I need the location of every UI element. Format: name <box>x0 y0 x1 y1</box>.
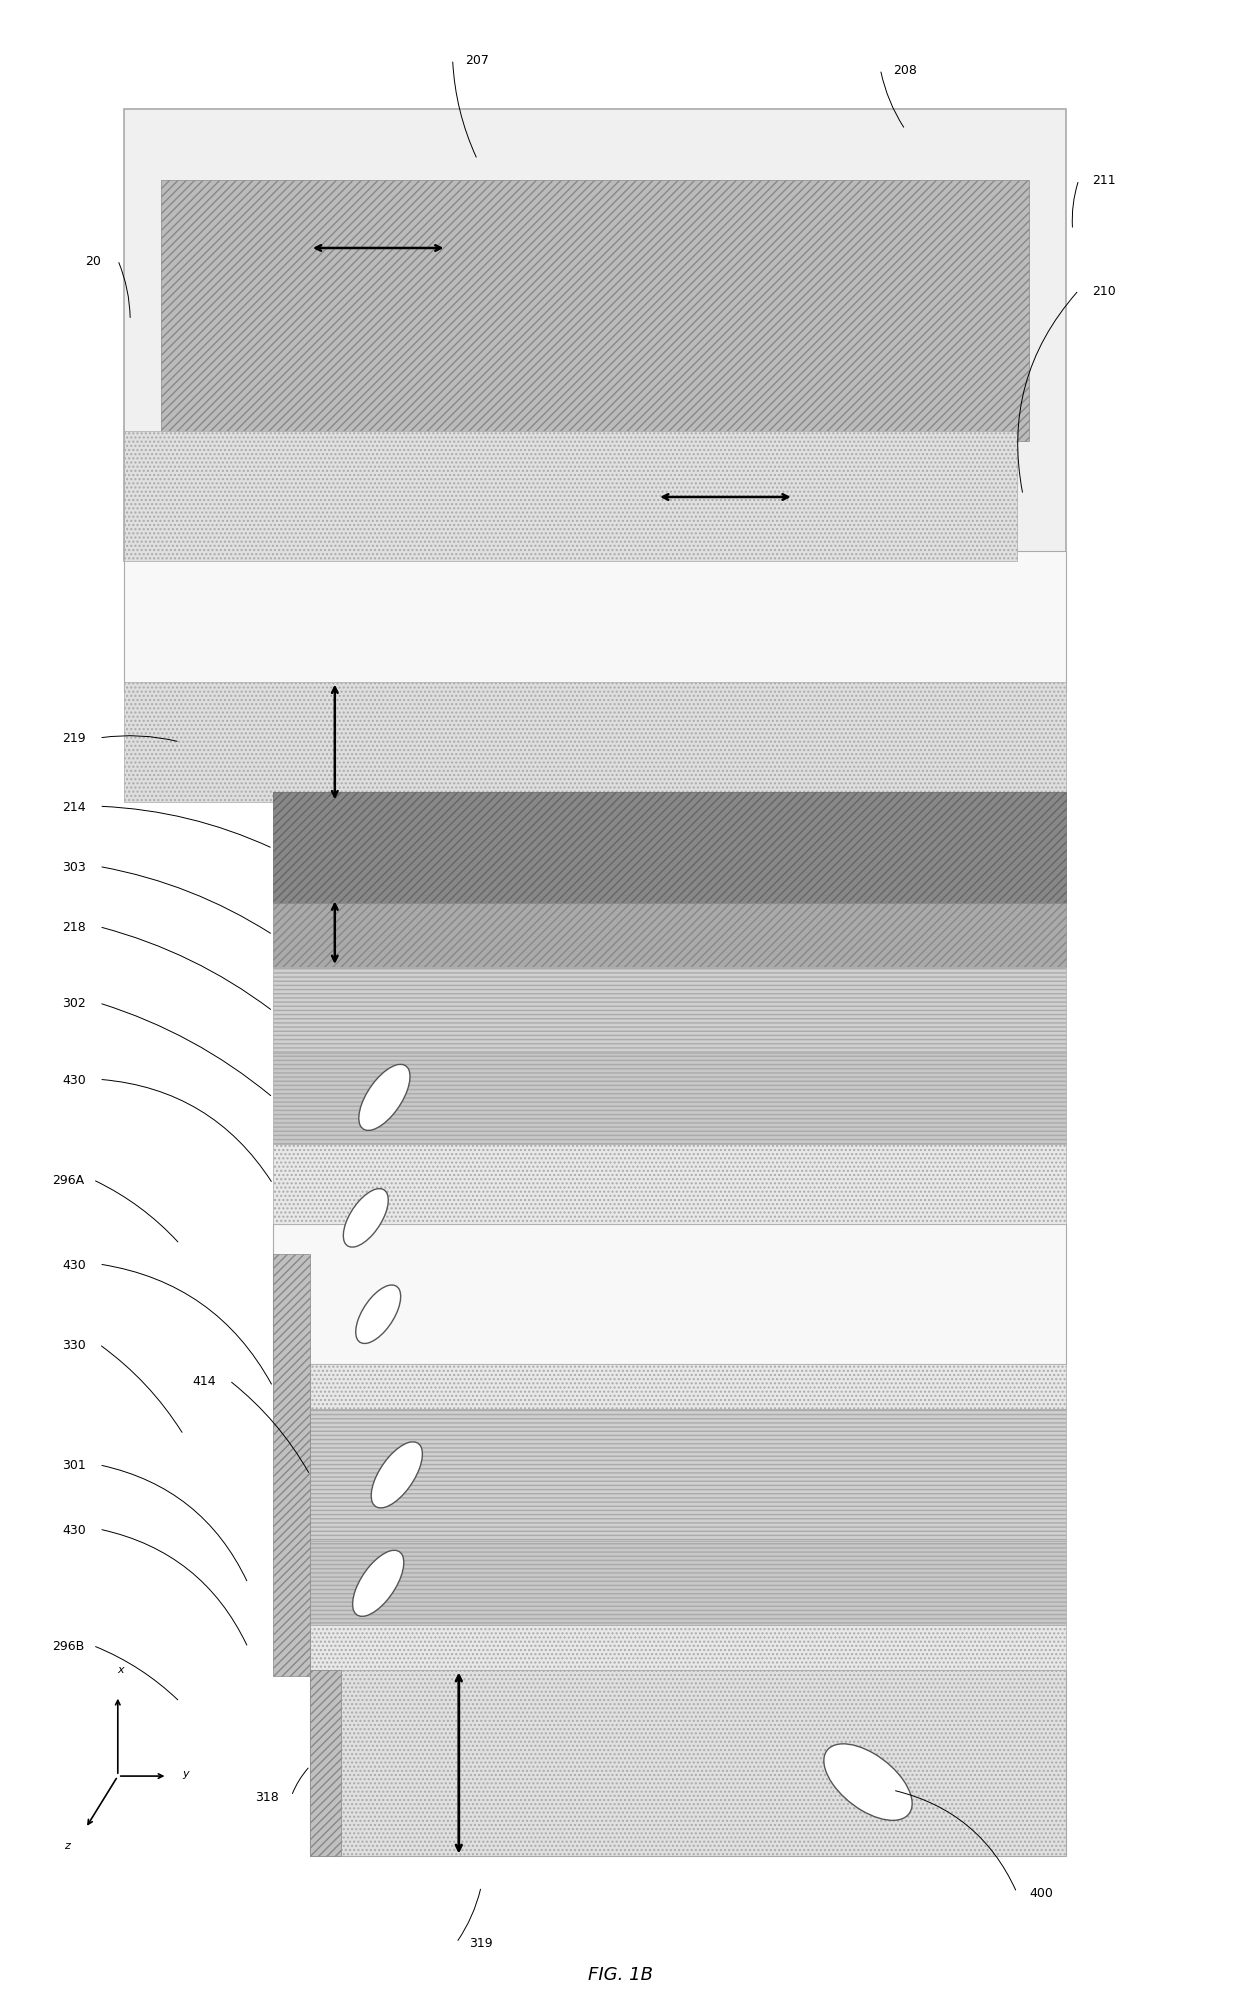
Ellipse shape <box>343 1188 388 1248</box>
Text: 319: 319 <box>469 1937 494 1949</box>
Ellipse shape <box>356 1284 401 1345</box>
Ellipse shape <box>371 1443 423 1507</box>
Text: x: x <box>117 1664 124 1674</box>
Text: 219: 219 <box>62 733 87 745</box>
Text: 430: 430 <box>62 1258 87 1270</box>
Text: y: y <box>182 1768 190 1778</box>
Bar <box>273 1224 1066 1365</box>
Text: 301: 301 <box>62 1459 87 1471</box>
Bar <box>161 181 1029 442</box>
Text: 296B: 296B <box>52 1640 84 1652</box>
Text: 211: 211 <box>1091 175 1116 187</box>
Ellipse shape <box>352 1551 404 1616</box>
Bar <box>273 1054 1066 1144</box>
Text: 20: 20 <box>86 255 100 267</box>
Bar <box>310 1541 1066 1626</box>
Text: 296A: 296A <box>52 1174 84 1186</box>
Bar <box>273 793 1066 903</box>
Bar <box>273 1144 1066 1224</box>
Bar <box>310 1626 1066 1670</box>
Text: z: z <box>64 1840 69 1850</box>
Bar <box>310 1409 1066 1541</box>
Text: 400: 400 <box>1029 1887 1054 1899</box>
Text: FIG. 1B: FIG. 1B <box>588 1965 652 1983</box>
Text: 318: 318 <box>254 1790 279 1802</box>
Text: 207: 207 <box>465 54 490 66</box>
Bar <box>310 1670 341 1856</box>
Bar <box>310 1670 1066 1856</box>
Bar <box>273 1365 1066 1409</box>
Text: 330: 330 <box>62 1339 87 1351</box>
Text: 214: 214 <box>62 801 87 813</box>
Bar <box>124 432 1017 562</box>
Bar <box>124 552 1066 692</box>
Text: 210: 210 <box>1091 285 1116 297</box>
Ellipse shape <box>358 1066 410 1130</box>
Bar <box>124 110 1066 562</box>
Text: 208: 208 <box>893 64 918 76</box>
Text: 303: 303 <box>62 861 87 873</box>
Bar <box>124 682 1066 803</box>
Bar <box>273 903 1066 967</box>
Text: 218: 218 <box>62 921 87 933</box>
Text: 302: 302 <box>62 997 87 1010</box>
Text: 430: 430 <box>62 1523 87 1535</box>
Bar <box>273 967 1066 1054</box>
Bar <box>273 1254 310 1676</box>
Text: 430: 430 <box>62 1074 87 1086</box>
Text: 414: 414 <box>192 1375 217 1387</box>
Ellipse shape <box>823 1744 913 1820</box>
